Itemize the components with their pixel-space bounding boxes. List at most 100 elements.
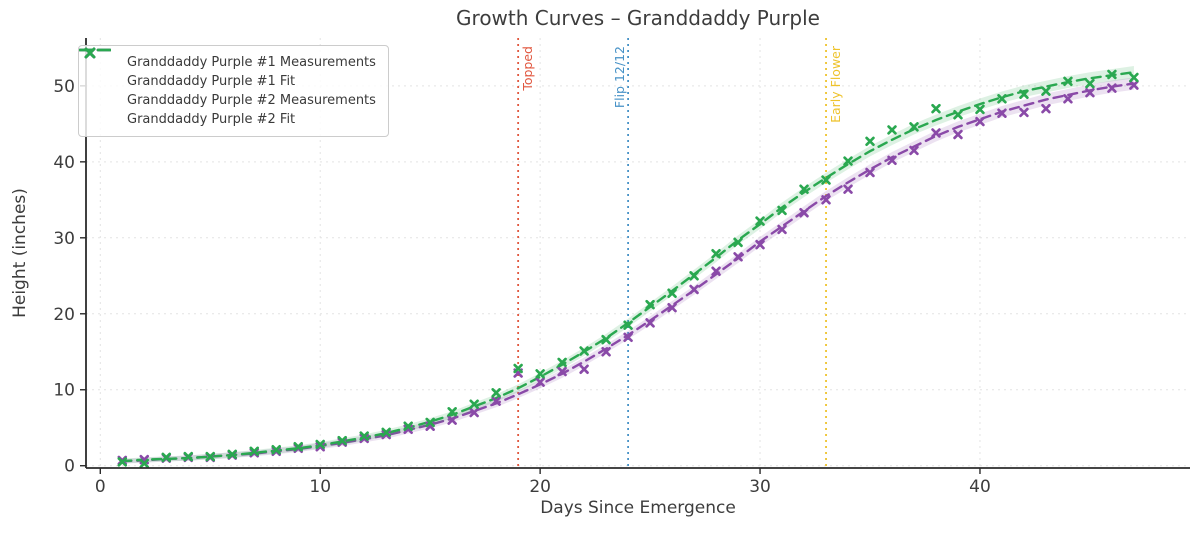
y-tick-label: 30 bbox=[53, 229, 75, 249]
event-label-early-flower: Early Flower bbox=[828, 45, 843, 123]
measurement-point bbox=[821, 195, 831, 205]
measurement-point bbox=[1019, 107, 1029, 118]
measurement-point bbox=[513, 363, 523, 374]
measurement-point bbox=[1085, 78, 1095, 89]
x-tick-label: 20 bbox=[529, 477, 551, 497]
measurement-point bbox=[843, 156, 853, 166]
measurement-point bbox=[469, 407, 479, 418]
legend-item-gdp2-measurements: Granddaddy Purple #2 Measurements bbox=[84, 47, 376, 110]
measurement-point bbox=[183, 451, 194, 462]
y-axis-label: Height (inches) bbox=[10, 188, 30, 318]
measurement-point bbox=[887, 155, 897, 166]
measurement-point bbox=[711, 266, 721, 276]
measurement-point bbox=[689, 284, 699, 295]
measurement-point bbox=[227, 449, 237, 460]
measurement-point bbox=[447, 407, 457, 417]
legend-item-label: Granddaddy Purple #2 Measurements bbox=[127, 93, 376, 108]
measurement-point bbox=[271, 445, 281, 455]
measurement-point bbox=[535, 369, 545, 379]
measurement-point bbox=[645, 299, 655, 310]
measurement-point bbox=[997, 94, 1007, 104]
legend-item-gdp1-measurements: Granddaddy Purple #1 Measurements bbox=[84, 47, 376, 72]
legend-item-label: Granddaddy Purple #2 Fit bbox=[127, 112, 296, 127]
measurement-point bbox=[359, 431, 369, 441]
measurement-point bbox=[667, 302, 677, 313]
measurement-point bbox=[1041, 103, 1051, 114]
measurement-point bbox=[755, 216, 765, 226]
measurement-point bbox=[601, 334, 611, 345]
measurement-point bbox=[645, 318, 655, 328]
measurement-point bbox=[821, 175, 831, 185]
measurement-point bbox=[777, 205, 787, 216]
x-tick-label: 40 bbox=[969, 477, 991, 497]
measurement-point bbox=[359, 433, 369, 444]
x-tick-label: 10 bbox=[309, 477, 331, 497]
chart-title: Growth Curves – Granddaddy Purple bbox=[456, 6, 820, 30]
measurement-point bbox=[557, 357, 567, 368]
measurement-point bbox=[667, 288, 677, 299]
measurement-point bbox=[447, 415, 457, 425]
measurement-point bbox=[909, 122, 919, 132]
measurement-point bbox=[315, 441, 325, 452]
measurement-point bbox=[887, 125, 897, 135]
measurement-point bbox=[799, 184, 809, 194]
measurement-point bbox=[733, 252, 743, 262]
measurement-point bbox=[1107, 69, 1117, 80]
measurement-point bbox=[249, 446, 259, 457]
y-tick-label: 40 bbox=[53, 153, 75, 173]
measurement-point bbox=[1019, 89, 1029, 99]
measurement-point bbox=[425, 417, 435, 428]
y-tick-label: 0 bbox=[64, 457, 75, 477]
measurement-point bbox=[865, 136, 875, 147]
measurement-point bbox=[601, 347, 611, 357]
measurement-point bbox=[799, 207, 809, 218]
measurement-point bbox=[1107, 83, 1117, 93]
measurement-point bbox=[381, 427, 391, 438]
measurement-point bbox=[579, 346, 589, 356]
measurement-point bbox=[953, 129, 963, 140]
legend-item-gdp1-fit: Granddaddy Purple #1 Fit bbox=[79, 48, 376, 91]
measurement-point bbox=[1129, 80, 1139, 90]
y-tick-label: 10 bbox=[53, 381, 75, 401]
measurement-point bbox=[535, 377, 545, 387]
measurement-point bbox=[491, 388, 501, 398]
y-tick-label: 50 bbox=[53, 77, 75, 97]
y-tick-label: 20 bbox=[53, 305, 75, 325]
measurement-point bbox=[953, 109, 963, 120]
measurement-point bbox=[1063, 76, 1073, 87]
measurement-point bbox=[623, 320, 633, 330]
measurement-point bbox=[931, 128, 941, 138]
measurement-point bbox=[293, 441, 303, 452]
measurement-point bbox=[689, 271, 699, 281]
measurement-point bbox=[1129, 72, 1139, 83]
measurement-point bbox=[931, 103, 941, 114]
measurement-point bbox=[337, 435, 347, 446]
measurement-point bbox=[909, 145, 919, 156]
measurement-point bbox=[381, 429, 391, 440]
measurement-point bbox=[403, 421, 413, 431]
measurement-point bbox=[1085, 87, 1095, 98]
measurement-point bbox=[557, 366, 567, 377]
x-tick-label: 0 bbox=[95, 477, 106, 497]
measurement-point bbox=[975, 104, 985, 115]
legend-item-label: Granddaddy Purple #1 Fit bbox=[127, 74, 296, 89]
measurement-point bbox=[843, 184, 853, 194]
measurement-point bbox=[997, 108, 1007, 118]
measurement-point bbox=[161, 452, 172, 463]
measurement-point bbox=[975, 116, 985, 127]
legend: Granddaddy Purple #1 Measurements Grandd… bbox=[78, 45, 389, 137]
legend-item-label: Granddaddy Purple #1 Measurements bbox=[127, 55, 376, 70]
measurement-point bbox=[579, 364, 589, 374]
measurement-point bbox=[733, 237, 743, 248]
x-axis-label: Days Since Emergence bbox=[540, 498, 736, 518]
measurement-point bbox=[117, 457, 128, 467]
measurement-point bbox=[1063, 94, 1073, 104]
event-label-flip-12-12: Flip 12/12 bbox=[612, 46, 627, 108]
measurement-point bbox=[469, 399, 479, 409]
measurement-point bbox=[1041, 86, 1051, 96]
measurement-point bbox=[491, 396, 501, 406]
fit-line bbox=[121, 70, 1136, 463]
measurement-point bbox=[315, 439, 325, 450]
